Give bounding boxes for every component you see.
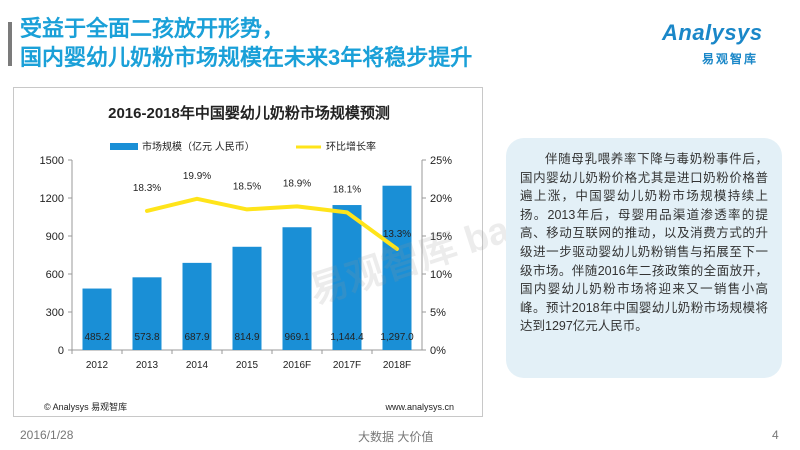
y-left-tick-label: 0 [58, 345, 64, 357]
bar-value-label: 969.1 [284, 332, 309, 343]
y-left-tick-label: 1500 [40, 155, 64, 167]
legend-bar-label: 市场规模（亿元 人民币） [142, 140, 255, 153]
legend-line-label: 环比增长率 [326, 140, 376, 153]
x-tick-label: 2012 [86, 360, 109, 371]
chart-panel: 2016-2018年中国婴幼儿奶粉市场规模预测 市场规模（亿元 人民币） 环比增… [13, 87, 483, 417]
y-right-tick-label: 20% [430, 193, 452, 205]
page-title-line1: 受益于全面二孩放开形势， [20, 16, 285, 41]
x-tick-label: 2013 [136, 360, 159, 371]
y-right-tick-label: 25% [430, 155, 452, 167]
chart-source: © Analysys 易观智库 [44, 401, 127, 412]
growth-value-label: 18.1% [333, 184, 361, 195]
analysys-logo: Analysys 易观智库 [662, 20, 782, 68]
footer-date: 2016/1/28 [20, 428, 74, 442]
chart-title: 2016-2018年中国婴幼儿奶粉市场规模预测 [108, 104, 390, 122]
bar [382, 185, 412, 350]
logo-wordmark: Analysys [662, 20, 763, 45]
chart-website: www.analysys.cn [384, 402, 454, 412]
legend-bar-swatch [110, 143, 138, 150]
commentary-text: 伴随母乳喂养率下降与毒奶粉事件后，国内婴幼儿奶粉价格尤其是进口奶粉价格普遍上涨，… [520, 152, 768, 334]
x-tick-label: 2015 [236, 360, 259, 371]
footer-slogan: 大数据 大价值 [358, 430, 434, 444]
bar-value-label: 1,144.4 [330, 332, 364, 343]
y-right-tick-label: 0% [430, 345, 446, 357]
page-title: 受益于全面二孩放开形势， 国内婴幼儿奶粉市场规模在未来3年将稳步提升 [20, 14, 472, 72]
bar-series: 485.2 573.8 687.9 814.9 969.1 1,144.4 1,297.0 [82, 185, 414, 350]
bar-value-label: 814.9 [234, 332, 259, 343]
growth-line-series: 18.3% 19.9% 18.5% 18.9% 18.1% 13.3% [133, 171, 411, 251]
bar [332, 205, 362, 350]
growth-value-label: 18.3% [133, 183, 161, 194]
y-left-tick-label: 1200 [40, 193, 64, 205]
growth-line [145, 196, 399, 251]
y-right-tick-label: 15% [430, 231, 452, 243]
logo-chinese-name: 易观智库 [702, 52, 759, 66]
bar-value-label: 687.9 [184, 332, 209, 343]
x-tick-label: 2014 [186, 360, 209, 371]
page-title-line2: 国内婴幼儿奶粉市场规模在未来3年将稳步提升 [20, 45, 473, 70]
bar-value-label: 485.2 [84, 332, 109, 343]
bar [282, 227, 312, 350]
x-tick-label: 2018F [383, 360, 411, 371]
y-left-tick-label: 900 [46, 231, 64, 243]
y-left-tick-label: 600 [46, 269, 64, 281]
growth-value-label: 18.5% [233, 181, 261, 192]
market-size-chart: 2016-2018年中国婴幼儿奶粉市场规模预测 市场规模（亿元 人民币） 环比增… [40, 104, 454, 412]
y-left-tick-label: 300 [46, 307, 64, 319]
y-right-tick-label: 5% [430, 307, 446, 319]
bar-value-label: 573.8 [134, 332, 159, 343]
growth-value-label: 13.3% [383, 229, 411, 240]
bar [232, 246, 262, 350]
bar [82, 288, 112, 350]
y-right-tick-label: 10% [430, 269, 452, 281]
bar [132, 277, 162, 350]
page-number: 4 [772, 428, 779, 442]
title-accent-bar [8, 22, 12, 66]
x-tick-label: 2017F [333, 360, 361, 371]
commentary-box: 伴随母乳喂养率下降与毒奶粉事件后，国内婴幼儿奶粉价格尤其是进口奶粉价格普遍上涨，… [506, 138, 782, 378]
x-tick-label: 2016F [283, 360, 311, 371]
bar [182, 262, 212, 350]
bar-value-label: 1,297.0 [380, 332, 414, 343]
growth-value-label: 19.9% [183, 171, 211, 182]
legend: 市场规模（亿元 人民币） 环比增长率 [110, 140, 376, 153]
growth-value-label: 18.9% [283, 178, 311, 189]
